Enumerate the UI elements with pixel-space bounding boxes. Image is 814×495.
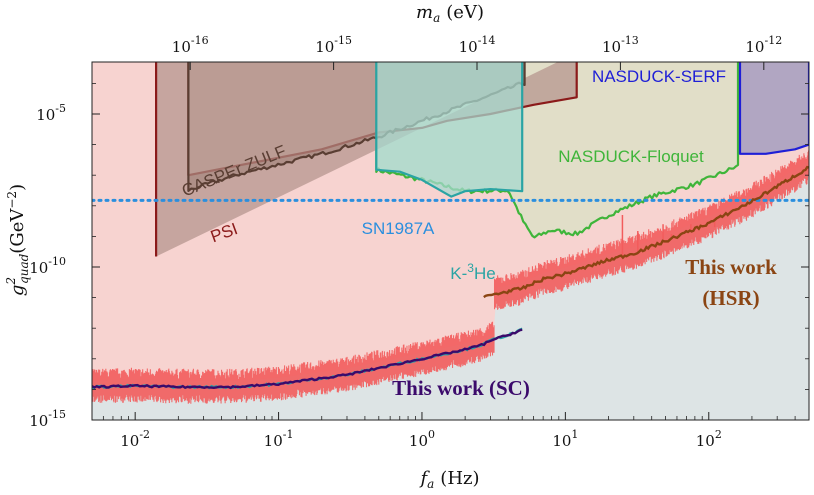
top-axis-title: ma (eV) [416, 2, 484, 25]
plot-frame [91, 61, 810, 421]
k3he-region-boundary [375, 62, 524, 198]
label-k3he: K-3He [450, 261, 495, 283]
y-axis-title: g2quad(GeV−2) [4, 184, 31, 296]
label-sn1987a: SN1987A [362, 219, 435, 238]
axes: 10-2 10-1 100 101 102 10-16 10-15 10-14 10-13 10-… [29, 34, 810, 450]
x-tick-label: 10-2 [120, 428, 150, 450]
y-tick-label: 10-15 [29, 408, 66, 430]
y-tick-label: 10-5 [36, 102, 66, 124]
label-this-work-hsr: This work [685, 255, 777, 279]
k3he-region-fill [376, 62, 523, 197]
label-nasduck-serf: NASDUCK-SERF [592, 67, 726, 86]
x-tick-label: 100 [409, 428, 435, 450]
y-tick-label: 10-10 [29, 255, 66, 277]
top-tick-label: 10-15 [315, 34, 352, 56]
label-this-work-sc: This work (SC) [392, 376, 530, 400]
top-tick-label: 10-14 [459, 34, 496, 56]
top-tick-label: 10-12 [745, 34, 782, 56]
nasduck-serf-region-fill [740, 62, 809, 154]
x-tick-label: 10-1 [264, 428, 294, 450]
top-tick-label: 10-16 [172, 34, 209, 56]
plot-area [92, 62, 809, 404]
this-work-sc-line [92, 328, 523, 390]
x-tick-label: 102 [696, 428, 722, 450]
x-axis-title: fa (Hz) [418, 468, 479, 491]
label-this-work-hsr-line2: (HSR) [702, 286, 759, 310]
nasduck-serf-region-boundary [738, 62, 809, 155]
x-tick-label: 101 [552, 428, 578, 450]
this-work-hsr-line [483, 165, 809, 299]
top-tick-label: 10-13 [602, 34, 639, 56]
label-nasduck-floquet: NASDUCK-Floquet [558, 147, 704, 166]
